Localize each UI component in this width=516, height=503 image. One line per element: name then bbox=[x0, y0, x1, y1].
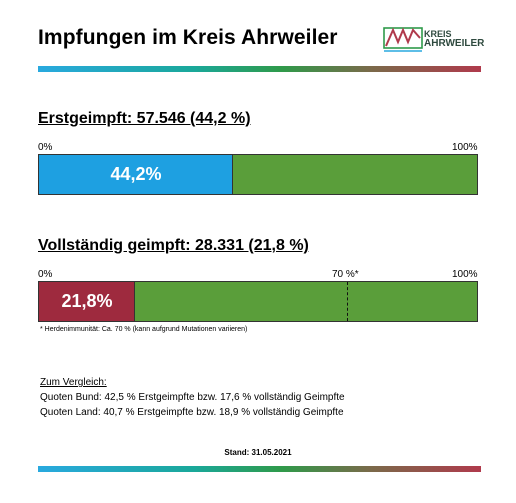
chart-1-data-label: 44,2% bbox=[110, 164, 162, 184]
chart-1-tick-start: 0% bbox=[38, 142, 53, 153]
gradient-divider-top bbox=[38, 66, 481, 72]
chart-2-bar-track: 21,8% bbox=[38, 281, 478, 322]
comparison-heading: Zum Vergleich: bbox=[40, 377, 107, 388]
logo-text: KREIS AHRWEILER bbox=[424, 29, 484, 49]
chart-2-data-label: 21,8% bbox=[61, 291, 113, 311]
chart-2-tick-end: 100% bbox=[452, 269, 478, 280]
comparison-line-land: Quoten Land: 40,7 % Erstgeimpfte bzw. 18… bbox=[40, 407, 344, 418]
chart-2-threshold-label: 70 %* bbox=[332, 269, 359, 280]
footnote: * Herdenimmunität: Ca. 70 % (kann aufgru… bbox=[40, 326, 248, 333]
stand-date: Stand: 31.05.2021 bbox=[224, 448, 292, 457]
kreis-ahrweiler-logo bbox=[383, 27, 423, 52]
page-title: Impfungen im Kreis Ahrweiler bbox=[38, 26, 338, 49]
logo-line-2: AHRWEILER bbox=[424, 38, 485, 49]
gradient-divider-bottom bbox=[38, 466, 481, 472]
chart-1-bar-track: 44,2% bbox=[38, 154, 478, 195]
chart-2-bar-fill bbox=[39, 282, 135, 321]
logo-line-1: KREIS bbox=[424, 29, 452, 39]
chart-1-title: Erstgeimpft: 57.546 (44,2 %) bbox=[38, 110, 251, 127]
chart-2-threshold-line bbox=[347, 282, 348, 321]
comparison-line-bund: Quoten Bund: 42,5 % Erstgeimpfte bzw. 17… bbox=[40, 392, 345, 403]
comparison-block: Zum Vergleich: Quoten Bund: 42,5 % Erstg… bbox=[40, 375, 345, 420]
chart-2-title: Vollständig geimpft: 28.331 (21,8 %) bbox=[38, 237, 309, 254]
chart-2-tick-start: 0% bbox=[38, 269, 53, 280]
chart-1-tick-end: 100% bbox=[452, 142, 478, 153]
chart-1-bar-fill bbox=[39, 155, 233, 194]
